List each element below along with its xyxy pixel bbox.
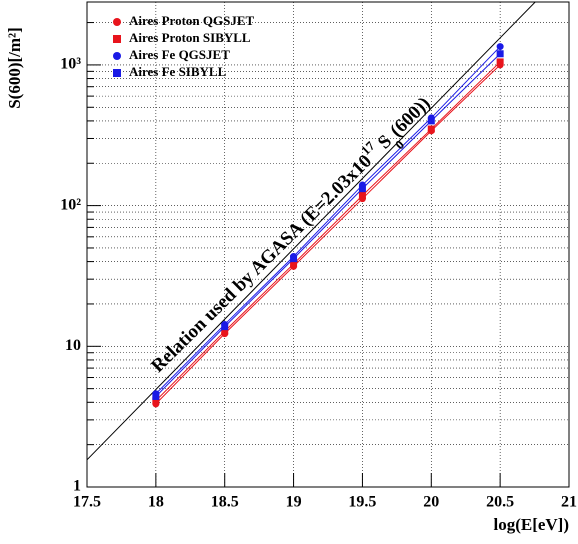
point	[152, 397, 160, 405]
point	[358, 185, 366, 193]
legend-label: Aires Proton QGSJET	[129, 13, 255, 28]
series-line	[155, 53, 501, 397]
point	[427, 125, 435, 133]
point	[496, 58, 504, 66]
series-line	[155, 61, 501, 402]
y-tick-label: 10²	[60, 196, 81, 213]
point	[496, 50, 504, 58]
y-tick-label: 10³	[60, 56, 81, 73]
reference-line	[87, 2, 536, 461]
x-tick-label: 17.5	[73, 494, 101, 511]
point	[427, 117, 435, 125]
point	[496, 43, 504, 51]
legend-label: Aires Proton SIBYLL	[129, 30, 251, 45]
series-line	[155, 64, 501, 405]
x-tick-label: 20	[423, 494, 439, 511]
annotation: Relation used by AGASA (E=2.03x1017 S0(6…	[144, 89, 441, 383]
x-axis-label: log(E[eV])	[493, 515, 569, 534]
annotation-part: S	[371, 131, 397, 157]
y-axis-label: S(600)[/m²]	[5, 27, 24, 109]
x-tick-label: 19	[286, 494, 302, 511]
point	[221, 327, 229, 335]
point	[290, 255, 298, 263]
legend-marker	[113, 52, 121, 60]
y-tick-label: 1	[73, 478, 81, 495]
x-tick-label: 21	[561, 494, 577, 511]
legend-marker	[113, 18, 121, 26]
legend-marker	[113, 69, 121, 77]
point	[358, 191, 366, 199]
x-tick-label: 18	[148, 494, 164, 511]
point	[221, 323, 229, 331]
x-tick-label: 20.5	[486, 494, 514, 511]
x-tick-label: 19.5	[348, 494, 376, 511]
legend-marker	[113, 35, 121, 43]
point	[152, 392, 160, 400]
legend-label: Aires Fe QGSJET	[129, 47, 230, 62]
y-tick-label: 10	[65, 337, 81, 354]
x-tick-label: 18.5	[211, 494, 239, 511]
annotation-part: Relation used by AGASA (E=2.03x10	[147, 151, 376, 377]
legend-label: Aires Fe SIBYLL	[129, 64, 227, 79]
series-line	[155, 46, 501, 395]
point	[290, 260, 298, 268]
